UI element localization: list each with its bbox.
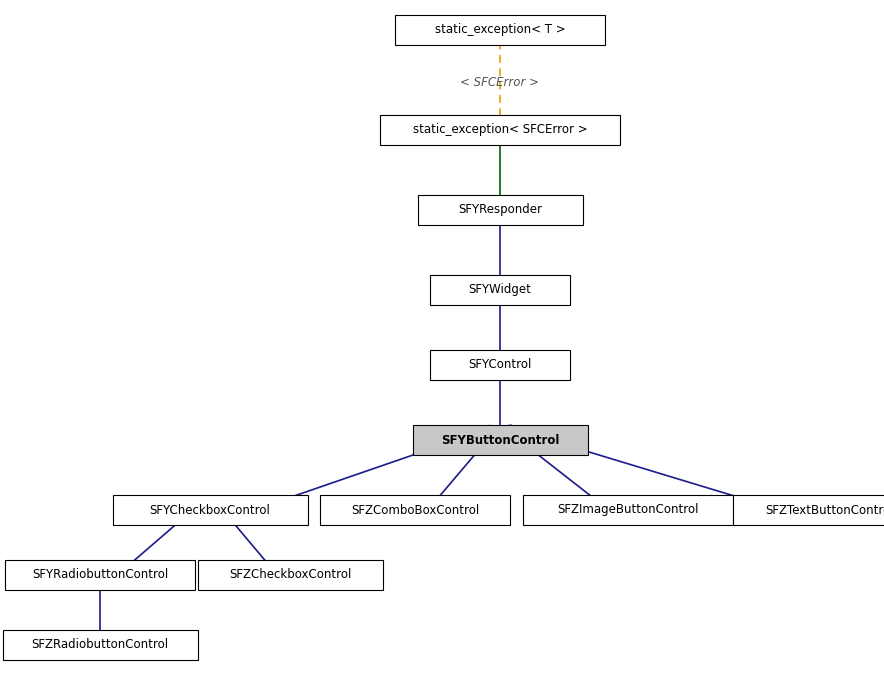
Bar	[430, 350, 570, 380]
Bar	[320, 495, 510, 525]
Text: static_exception< SFCError >: static_exception< SFCError >	[413, 123, 587, 136]
Text: SFZImageButtonControl: SFZImageButtonControl	[557, 503, 698, 516]
Bar	[523, 495, 733, 525]
Text: SFYCheckboxControl: SFYCheckboxControl	[149, 503, 271, 516]
Bar	[733, 495, 884, 525]
Bar	[3, 630, 197, 660]
Text: < SFCError >: < SFCError >	[461, 77, 539, 90]
Bar	[380, 115, 620, 145]
Text: SFYResponder: SFYResponder	[458, 203, 542, 216]
Bar	[395, 15, 605, 45]
Text: SFYRadiobuttonControl: SFYRadiobuttonControl	[32, 569, 168, 581]
Text: SFZRadiobuttonControl: SFZRadiobuttonControl	[32, 638, 169, 651]
Bar	[5, 560, 195, 590]
Text: SFYButtonControl: SFYButtonControl	[441, 434, 560, 447]
Bar	[197, 560, 383, 590]
Bar	[413, 425, 588, 455]
Text: SFZComboBoxControl: SFZComboBoxControl	[351, 503, 479, 516]
Bar	[417, 195, 583, 225]
Text: static_exception< T >: static_exception< T >	[435, 24, 565, 36]
Text: SFYControl: SFYControl	[469, 358, 531, 372]
Bar	[112, 495, 308, 525]
Text: SFZCheckboxControl: SFZCheckboxControl	[229, 569, 351, 581]
Text: SFZTextButtonControl: SFZTextButtonControl	[766, 503, 884, 516]
Bar	[430, 275, 570, 305]
Text: SFYWidget: SFYWidget	[469, 283, 531, 296]
